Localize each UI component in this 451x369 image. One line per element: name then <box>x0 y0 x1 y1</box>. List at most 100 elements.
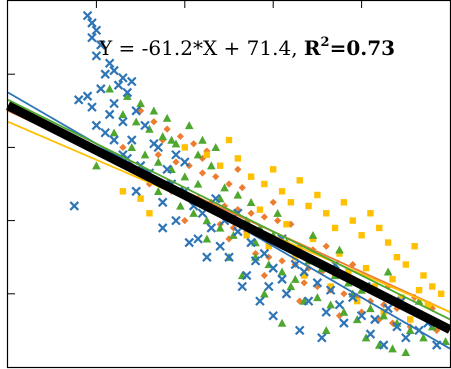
data-point-x-marker <box>109 98 119 109</box>
data-point-x-marker <box>224 252 234 262</box>
data-point-square-marker <box>243 232 250 239</box>
data-point-x-marker <box>126 135 137 145</box>
data-point-diamond-marker <box>150 118 158 126</box>
data-point-diamond-marker <box>300 279 308 287</box>
data-point-x-marker <box>268 263 278 273</box>
data-point-x-marker <box>299 267 309 277</box>
data-point-square-marker <box>225 136 233 144</box>
data-point-triangle-marker <box>379 311 388 320</box>
data-point-square-marker <box>247 173 255 180</box>
data-point-diamond-marker <box>119 143 127 151</box>
data-point-triangle-marker <box>193 179 203 188</box>
data-point-diamond-marker <box>238 184 246 192</box>
r2-label: R <box>304 36 321 60</box>
data-point-triangle-marker <box>189 208 198 217</box>
data-point-triangle-marker <box>246 198 256 206</box>
data-point-x-marker <box>277 274 287 284</box>
data-point-x-marker <box>317 332 327 343</box>
data-point-square-marker <box>296 177 303 184</box>
data-point-triangle-marker <box>158 132 167 141</box>
data-point-triangle-marker <box>313 293 322 302</box>
data-point-x-marker <box>87 102 97 112</box>
regression-equation: Y = -61.2*X + 71.4, R2=0.73 <box>98 35 395 60</box>
data-point-triangle-marker <box>321 326 331 335</box>
data-point-square-marker <box>234 155 242 162</box>
data-point-x-marker <box>171 215 181 226</box>
data-point-square-marker <box>181 144 188 151</box>
data-point-square-marker <box>429 283 436 290</box>
data-point-triangle-marker <box>405 326 415 335</box>
data-point-diamond-marker <box>198 169 207 177</box>
data-point-x-marker <box>91 51 102 61</box>
data-point-x-marker <box>193 234 203 244</box>
data-point-diamond-marker <box>269 198 277 206</box>
data-point-triangle-marker <box>286 282 296 291</box>
data-point-triangle-marker <box>92 161 101 170</box>
data-point-diamond-marker <box>260 213 268 221</box>
data-point-diamond-marker <box>247 209 255 217</box>
data-point-x-marker <box>378 340 389 350</box>
data-point-x-marker <box>82 91 93 101</box>
data-point-triangle-marker <box>233 190 243 199</box>
data-point-diamond-marker <box>163 125 171 133</box>
data-point-square-marker <box>411 243 418 250</box>
data-point-x-marker <box>100 69 111 79</box>
data-point-x-marker <box>69 201 80 211</box>
data-point-x-marker <box>171 149 181 160</box>
data-point-x-marker <box>290 259 301 270</box>
data-point-square-marker <box>216 162 224 169</box>
data-point-x-marker <box>82 10 93 21</box>
data-point-triangle-marker <box>277 267 287 276</box>
data-point-diamond-marker <box>176 132 184 141</box>
data-point-diamond-marker <box>212 173 220 181</box>
data-point-diamond-marker <box>274 217 282 225</box>
data-point-triangle-marker <box>123 91 132 100</box>
data-point-square-marker <box>261 180 268 188</box>
data-point-square-marker <box>353 297 361 305</box>
data-point-x-marker <box>255 296 265 306</box>
data-point-x-marker <box>250 256 261 266</box>
data-point-x-marker <box>202 252 212 262</box>
data-point-triangle-marker <box>207 161 216 170</box>
data-point-diamond-marker <box>375 315 383 324</box>
data-point-x-marker <box>100 127 111 138</box>
data-point-triangle-marker <box>366 304 375 313</box>
data-point-square-marker <box>376 224 383 232</box>
data-point-square-marker <box>137 195 144 202</box>
data-point-square-marker <box>119 188 127 195</box>
data-point-x-marker <box>294 325 305 336</box>
data-point-triangle-marker <box>198 135 207 144</box>
data-point-square-marker <box>327 283 334 290</box>
data-point-diamond-marker <box>380 301 388 309</box>
data-point-triangle-marker <box>401 348 411 357</box>
data-point-x-marker <box>339 318 349 328</box>
data-point-x-marker <box>370 314 380 325</box>
data-point-x-marker <box>140 120 150 131</box>
data-point-x-marker <box>392 321 402 332</box>
data-point-diamond-marker <box>349 260 357 269</box>
data-point-x-marker <box>162 164 172 175</box>
data-point-square-marker <box>389 275 396 283</box>
data-point-triangle-marker <box>118 110 128 119</box>
data-point-x-marker <box>118 73 128 83</box>
data-point-triangle-marker <box>308 230 318 239</box>
equation-prefix: Y = -61.2*X + 71.4, <box>98 36 304 60</box>
data-point-square-marker <box>256 206 264 213</box>
data-point-square-marker <box>415 286 423 294</box>
data-point-x-marker <box>126 76 137 87</box>
fits-layer <box>5 91 451 350</box>
data-point-x-marker <box>91 120 102 131</box>
data-point-triangle-marker <box>105 84 114 93</box>
data-point-x-marker <box>268 310 278 321</box>
ticks-layer <box>8 1 363 295</box>
data-point-x-marker <box>334 300 345 310</box>
data-point-triangle-marker <box>140 150 150 159</box>
data-point-x-marker <box>401 332 411 343</box>
data-point-triangle-marker <box>127 143 137 152</box>
data-point-triangle-marker <box>176 201 185 210</box>
data-point-square-marker <box>146 210 153 217</box>
data-point-triangle-marker <box>339 307 349 316</box>
data-point-x-marker <box>87 32 97 43</box>
data-point-square-marker <box>323 210 330 217</box>
